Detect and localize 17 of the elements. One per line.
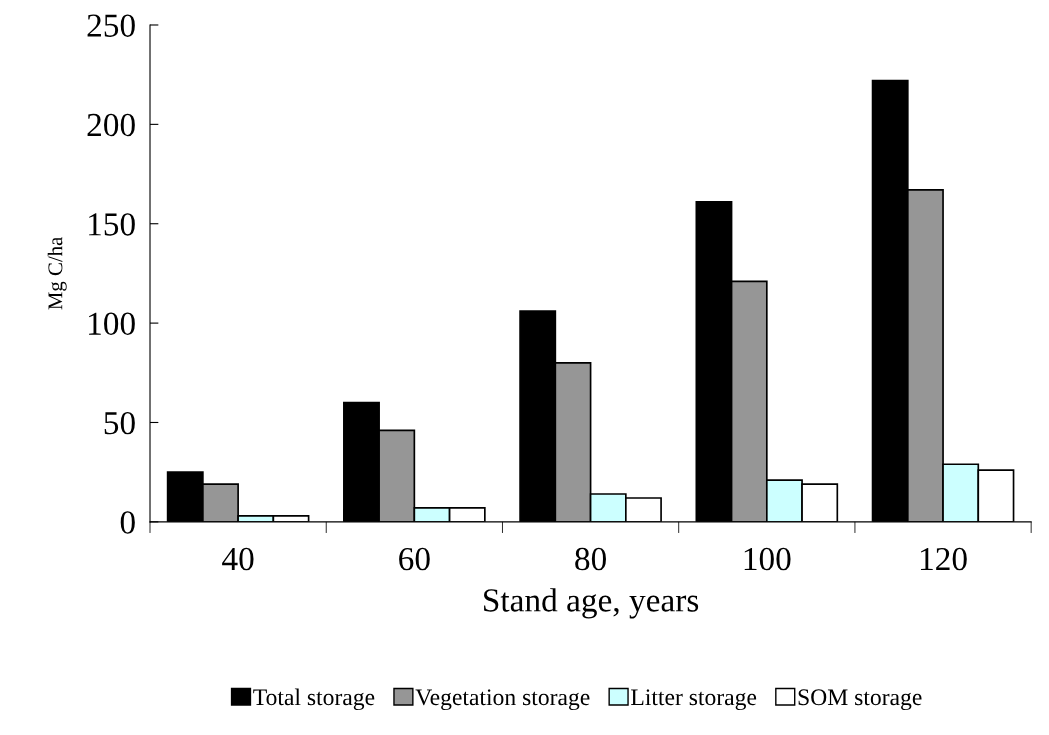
y-tick-label: 100 [89, 312, 135, 335]
y-axis-title: Mg C/ha [47, 236, 67, 310]
x-axis-title: Stand age, years [484, 588, 699, 619]
x-tick-label: 40 [222, 547, 254, 571]
x-tick-label: 100 [744, 547, 791, 571]
legend-label: Total storage [253, 688, 375, 711]
y-tick-label: 150 [89, 213, 135, 236]
y-tick-label: 250 [87, 14, 135, 37]
x-tick-label: 120 [920, 547, 967, 571]
x-tick-label: 60 [399, 547, 430, 571]
x-tick-label: 80 [575, 547, 606, 571]
y-tick-label: 200 [87, 113, 135, 137]
y-tick-label: 0 [120, 511, 135, 534]
legend-label: Vegetation storage [415, 689, 590, 711]
legend-label: SOM storage [798, 689, 922, 711]
legend-label: Litter storage [631, 689, 757, 711]
y-tick-label: 50 [104, 411, 135, 435]
